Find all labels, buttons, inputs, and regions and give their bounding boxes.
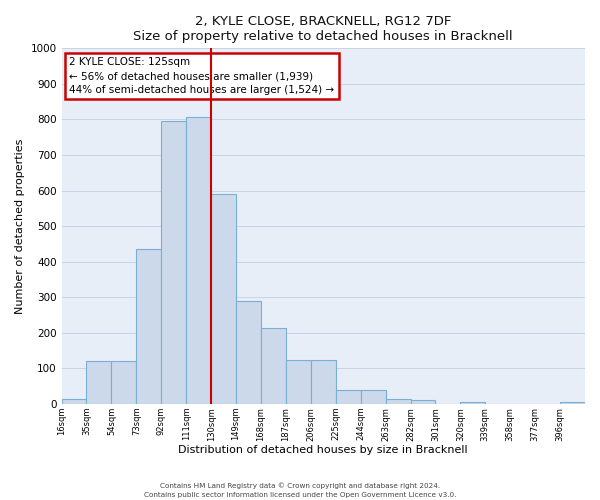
Bar [186, 116, 211, 404]
Bar [136, 250, 161, 404]
Bar [311, 360, 336, 404]
Bar [62, 398, 86, 404]
X-axis label: Distribution of detached houses by size in Bracknell: Distribution of detached houses by size … [178, 445, 468, 455]
Bar [460, 402, 485, 404]
Bar [86, 362, 112, 404]
Bar [286, 360, 311, 404]
Bar [560, 402, 585, 404]
Bar [211, 194, 236, 404]
Bar [361, 390, 386, 404]
Text: Contains HM Land Registry data © Crown copyright and database right 2024.
Contai: Contains HM Land Registry data © Crown c… [144, 482, 456, 498]
Bar [386, 400, 410, 404]
Bar [336, 390, 361, 404]
Y-axis label: Number of detached properties: Number of detached properties [15, 138, 25, 314]
Bar [112, 362, 136, 404]
Title: 2, KYLE CLOSE, BRACKNELL, RG12 7DF
Size of property relative to detached houses : 2, KYLE CLOSE, BRACKNELL, RG12 7DF Size … [133, 15, 513, 43]
Text: 2 KYLE CLOSE: 125sqm
← 56% of detached houses are smaller (1,939)
44% of semi-de: 2 KYLE CLOSE: 125sqm ← 56% of detached h… [70, 57, 335, 95]
Bar [410, 400, 436, 404]
Bar [261, 328, 286, 404]
Bar [161, 122, 186, 404]
Bar [236, 301, 261, 404]
